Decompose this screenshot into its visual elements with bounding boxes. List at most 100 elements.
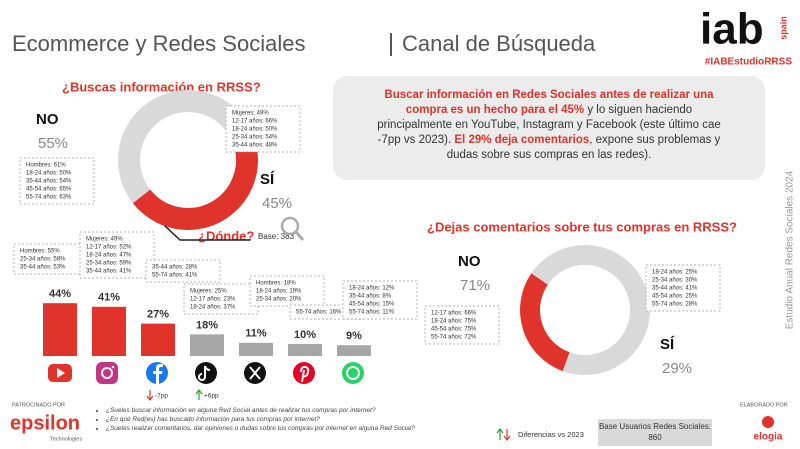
note-box bbox=[225, 105, 301, 153]
category-label: SÍ bbox=[660, 336, 675, 353]
bar bbox=[92, 306, 126, 356]
bar bbox=[43, 303, 77, 356]
change-arrow bbox=[195, 389, 203, 400]
note-text: 18-24 años: 19% bbox=[256, 289, 302, 295]
x-icon bbox=[244, 362, 266, 384]
value-label: 29% bbox=[662, 360, 692, 377]
value-label: 10% bbox=[294, 329, 316, 341]
tiktok-icon bbox=[195, 362, 217, 384]
chart-subtitle: Base: 383 bbox=[258, 232, 295, 241]
note-text: 35-44 años: 41% bbox=[652, 286, 698, 292]
note-text: Hombres: 18% bbox=[256, 281, 296, 287]
note-text: Mujeres: 49% bbox=[232, 111, 269, 117]
note-text: Hombres: 55% bbox=[20, 249, 60, 255]
note-text: Hombres: 61% bbox=[26, 163, 66, 169]
note-text: 18-24 años: 12% bbox=[349, 286, 395, 292]
note-text: Mujeres: 49% bbox=[86, 237, 123, 243]
logo-country: spain bbox=[778, 16, 788, 40]
value-label: 9% bbox=[346, 330, 362, 342]
note-text: 18-24 años: 37% bbox=[190, 305, 236, 311]
change-label: -7pp bbox=[155, 393, 168, 400]
note-text: 12-17 años: 52% bbox=[86, 245, 132, 251]
note-text: 35-44 años: 48% bbox=[232, 143, 278, 149]
pinterest-icon bbox=[293, 362, 315, 384]
note-text: 55-74 años: 63% bbox=[26, 195, 72, 201]
value-label: 41% bbox=[98, 292, 120, 304]
whatsapp-icon bbox=[342, 362, 364, 384]
note-text: 25-34 años: 54% bbox=[232, 135, 278, 141]
bar bbox=[141, 323, 175, 356]
note-text: 45-54 años: 15% bbox=[349, 302, 395, 308]
title: Ecommerce y Redes Sociales bbox=[12, 31, 305, 56]
side-text: Estudio Anual Redes Sociales 2024 bbox=[785, 170, 796, 329]
note-text: 18-24 años: 75% bbox=[431, 319, 477, 325]
legend-text: Diferencias vs 2023 bbox=[518, 430, 584, 439]
category-label: NO bbox=[36, 111, 59, 128]
note-box bbox=[424, 305, 500, 345]
value-label: 11% bbox=[245, 328, 267, 340]
chart-title: ¿Dejas comentarios sobre tus compras en … bbox=[427, 219, 737, 234]
note-text: 35-44 años: 28% bbox=[152, 265, 198, 271]
category-label: SÍ bbox=[260, 171, 275, 188]
note-box bbox=[13, 243, 89, 275]
bar bbox=[288, 344, 322, 356]
callout-highlight: Buscar información en Redes Sociales ant… bbox=[384, 89, 714, 116]
bar bbox=[190, 334, 224, 356]
category-label: NO bbox=[458, 253, 481, 270]
note-text: 55-74 años: 28% bbox=[652, 302, 698, 308]
question: ¿En qué Red(es) has buscado información … bbox=[106, 415, 496, 424]
question: ¿Sueles buscar información en alguna Red… bbox=[106, 406, 496, 415]
legend-down-arrow bbox=[503, 429, 511, 441]
hashtag: #IABEstudioRRSS bbox=[705, 57, 793, 68]
elogia-icon bbox=[762, 416, 774, 428]
made-by: elogia bbox=[754, 432, 783, 443]
note-text: 12-17 años: 66% bbox=[232, 119, 278, 125]
note-text: 35-44 años: 54% bbox=[26, 179, 72, 185]
note-box bbox=[645, 264, 721, 312]
value-label: 27% bbox=[147, 309, 169, 321]
donut-segment bbox=[520, 273, 571, 372]
note-text: Mujeres: 25% bbox=[190, 289, 227, 295]
note-text: 55-74 años: 16% bbox=[296, 310, 342, 316]
chart-title: ¿Buscas información en RRSS? bbox=[62, 79, 261, 94]
facebook-icon bbox=[146, 362, 168, 384]
youtube-icon bbox=[48, 364, 72, 382]
note-text: 18-24 años: 25% bbox=[652, 270, 698, 276]
bar bbox=[239, 342, 273, 356]
note-text: 18-24 años: 47% bbox=[86, 253, 132, 259]
value-label: 55% bbox=[38, 135, 68, 152]
note-text: 35-44 años: 8% bbox=[349, 294, 392, 300]
note-text: 18-24 años: 50% bbox=[232, 127, 278, 133]
base-box: Base Usuarios Redes Sociales: 860 bbox=[598, 419, 712, 446]
value-label: 18% bbox=[196, 319, 218, 331]
note-box bbox=[79, 231, 155, 279]
instagram-icon bbox=[96, 362, 118, 384]
bar bbox=[337, 345, 371, 356]
note-box bbox=[342, 280, 418, 320]
subtitle: Canal de Búsqueda bbox=[402, 31, 596, 56]
note-text: 12-17 años: 23% bbox=[190, 297, 236, 303]
note-text: 35-44 años: 53% bbox=[20, 265, 66, 271]
note-text: 45-54 años: 25% bbox=[652, 294, 698, 300]
logo: iab bbox=[700, 5, 764, 54]
note-box bbox=[249, 275, 325, 307]
sponsor-label: PATROCINADO POR bbox=[12, 402, 65, 408]
magnifier-icon bbox=[280, 216, 305, 241]
donut-segment bbox=[132, 136, 258, 230]
callout-text: y lo siguen haciendo principalmente en Y… bbox=[377, 104, 721, 146]
value-label: 45% bbox=[262, 195, 292, 212]
legend-up-arrow bbox=[496, 428, 504, 440]
change-label: +6pp bbox=[204, 393, 219, 400]
note-box bbox=[19, 157, 95, 205]
value-label: 71% bbox=[460, 277, 490, 294]
change-arrow bbox=[146, 390, 154, 401]
note-box bbox=[145, 259, 221, 283]
note-text: 55-74 años: 72% bbox=[431, 335, 477, 341]
note-text: 25-34 años: 59% bbox=[86, 261, 132, 267]
note-text: 55-74 años: 11% bbox=[349, 310, 395, 316]
note-text: 18-24 años: 50% bbox=[26, 171, 72, 177]
sponsor: epsilon bbox=[10, 412, 80, 434]
note-text: 12-17 años: 66% bbox=[431, 311, 477, 317]
note-text: 25-34 años: 30% bbox=[652, 278, 698, 284]
